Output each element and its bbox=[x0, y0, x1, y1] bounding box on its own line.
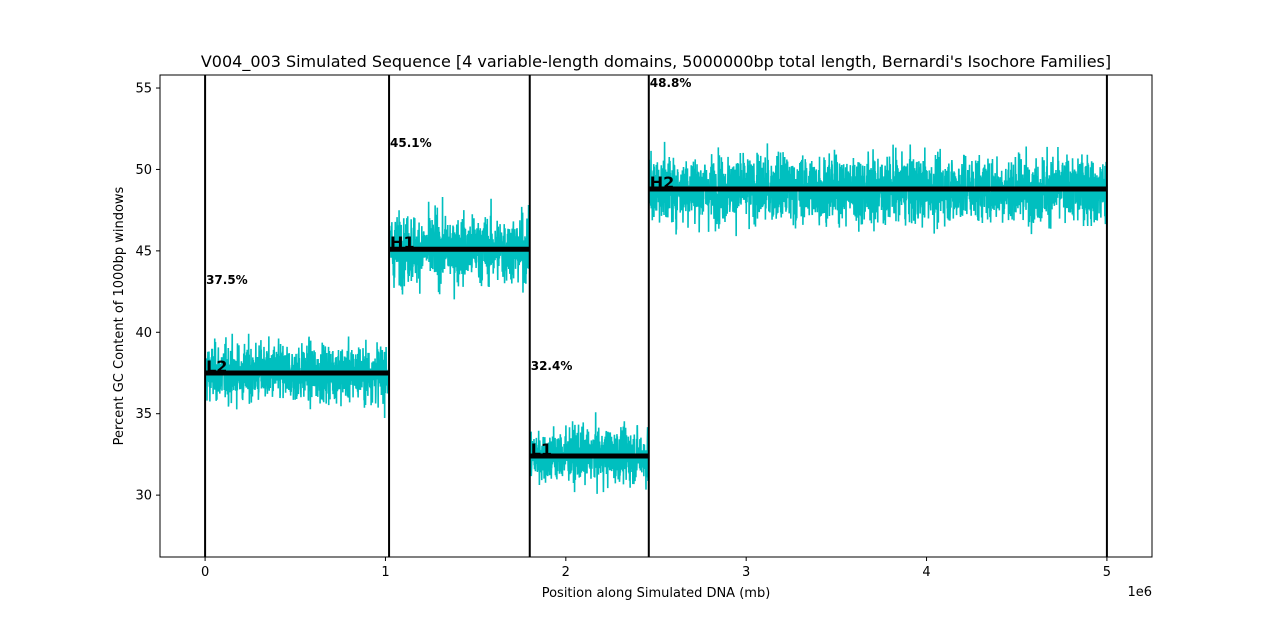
y-tick-label: 35 bbox=[135, 407, 152, 422]
plot-frame bbox=[159, 74, 1153, 558]
x-tick-label: 1 bbox=[381, 565, 389, 580]
percent-label-h2: 48.8% bbox=[650, 76, 692, 90]
family-label-h2: H2 bbox=[650, 173, 675, 192]
domain-boundary-layer bbox=[204, 75, 1108, 557]
y-tick-label: 50 bbox=[135, 163, 152, 178]
x-tick-label: 3 bbox=[742, 565, 750, 580]
y-tick-label: 30 bbox=[135, 489, 152, 504]
gc-series-l2 bbox=[204, 333, 390, 419]
percent-label-l2: 37.5% bbox=[206, 273, 248, 287]
x-tick-label: 2 bbox=[562, 565, 570, 580]
x-tick-label: 4 bbox=[922, 565, 930, 580]
y-axis: 30 35 40 45 50 55 bbox=[135, 82, 160, 504]
y-axis-label: Percent GC Content of 1000bp windows bbox=[112, 186, 127, 445]
x-axis: 0 1 2 3 4 5 bbox=[201, 557, 1111, 580]
x-tick-label: 5 bbox=[1103, 565, 1111, 580]
domain-label-layer: L2 37.5% H1 45.1% L1 32.4% H2 48.8% bbox=[206, 76, 691, 459]
x-offset-label: 1e6 bbox=[1127, 585, 1152, 600]
gc-series-layer bbox=[204, 141, 1108, 494]
family-label-l2: L2 bbox=[206, 357, 227, 376]
x-tick-label: 0 bbox=[201, 565, 209, 580]
percent-label-l1: 32.4% bbox=[531, 359, 573, 373]
y-tick-label: 40 bbox=[135, 326, 152, 341]
x-axis-label: Position along Simulated DNA (mb) bbox=[542, 586, 771, 601]
domain-mean-layer bbox=[205, 186, 1107, 459]
family-label-h1: H1 bbox=[390, 233, 415, 252]
chart-title: V004_003 Simulated Sequence [4 variable-… bbox=[201, 52, 1111, 72]
family-label-l1: L1 bbox=[531, 440, 552, 459]
percent-label-h1: 45.1% bbox=[390, 136, 432, 150]
y-tick-label: 45 bbox=[135, 244, 152, 259]
y-tick-label: 55 bbox=[135, 82, 152, 97]
